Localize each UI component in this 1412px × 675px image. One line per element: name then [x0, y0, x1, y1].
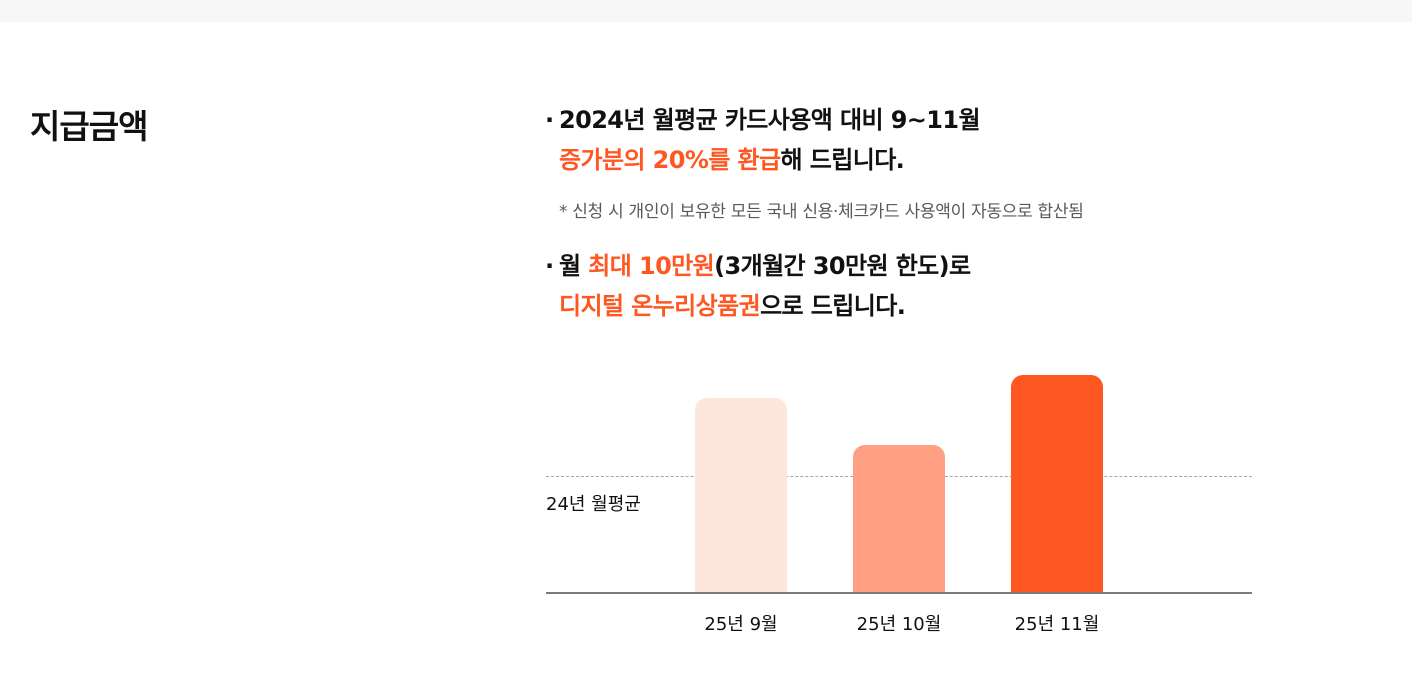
bullet-line: · 월 최대 10만원(3개월간 30만원 한도)로	[545, 246, 971, 286]
refund-line-1: 2024년 월평균 카드사용액 대비 9~11월	[559, 106, 981, 134]
limit-highlight: 최대 10만원	[588, 252, 715, 280]
x-tick-label: 25년 11월	[1014, 614, 1100, 635]
section-title: 지급금액	[30, 107, 148, 146]
benefit-bullet-limit: · 월 최대 10만원(3개월간 30만원 한도)로 디지털 온누리상품권으로 드…	[545, 246, 971, 326]
chart-baseline	[546, 592, 1252, 594]
monthly-usage-chart: 24년 월평균 25년 9월 25년 10월 25년 11월	[546, 360, 1252, 640]
bullet-dot: ·	[545, 252, 554, 280]
voucher-line-2-rest: 으로 드립니다.	[760, 292, 906, 320]
refund-highlight: 증가분의 20%를 환급	[559, 146, 781, 174]
bullet-line: 디지털 온누리상품권으로 드립니다.	[545, 286, 971, 326]
x-tick-label: 25년 10월	[856, 614, 942, 635]
bullet-line: · 2024년 월평균 카드사용액 대비 9~11월	[545, 100, 981, 140]
chart-bar	[853, 444, 945, 592]
refund-line-2-rest: 해 드립니다.	[780, 146, 905, 174]
benefit-bullet-refund: · 2024년 월평균 카드사용액 대비 9~11월 증가분의 20%를 환급해 …	[545, 100, 981, 180]
limit-line-1-rest: (3개월간 30만원 한도)로	[714, 252, 971, 280]
bullet-dot: ·	[545, 106, 554, 134]
limit-prefix: 월	[559, 252, 589, 280]
chart-bar	[1011, 375, 1103, 592]
footnote: * 신청 시 개인이 보유한 모든 국내 신용·체크카드 사용액이 자동으로 합…	[559, 202, 1084, 222]
x-tick-label: 25년 9월	[704, 614, 778, 635]
voucher-highlight: 디지털 온누리상품권	[559, 292, 761, 320]
average-label: 24년 월평균	[546, 494, 641, 515]
top-strip	[0, 0, 1412, 22]
bullet-line: 증가분의 20%를 환급해 드립니다.	[545, 140, 980, 180]
chart-bar	[695, 398, 787, 592]
